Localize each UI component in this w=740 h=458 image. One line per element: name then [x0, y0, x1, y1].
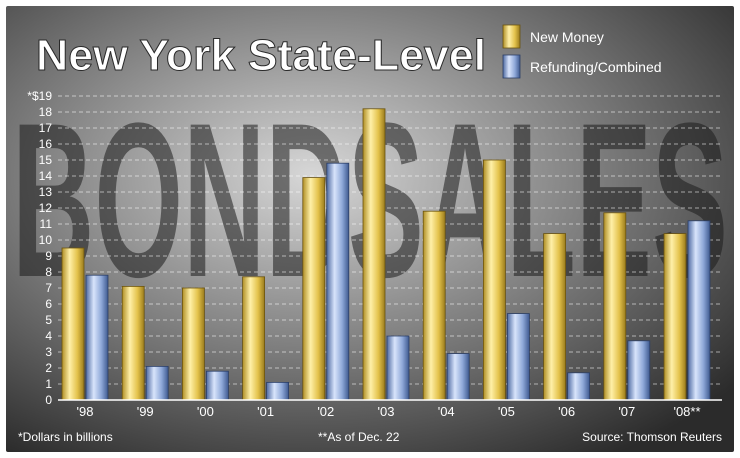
y-tick-label: 13 [39, 185, 53, 199]
x-tick-label: '03 [378, 404, 395, 419]
bar-new-money [422, 210, 446, 401]
bar-refunding-combined [386, 335, 410, 401]
y-tick-label: 12 [39, 201, 53, 215]
bar-new-money [61, 247, 85, 401]
bar-new-money [663, 233, 687, 401]
x-tick-label: '01 [257, 404, 274, 419]
y-tick-label: 18 [39, 105, 53, 119]
y-tick-label: 6 [45, 297, 52, 311]
legend-swatch-new-money [502, 24, 521, 49]
y-tick-label: 4 [45, 329, 52, 343]
y-tick-label: 10 [39, 233, 53, 247]
bar-new-money [121, 285, 145, 401]
legend-swatch-refunding [502, 54, 521, 79]
units-footnote: *Dollars in billions [18, 430, 113, 444]
y-tick-label: 2 [45, 361, 52, 375]
x-tick-label: '08** [673, 404, 700, 419]
x-tick-label: '07 [618, 404, 635, 419]
y-tick-label: 5 [45, 313, 52, 327]
legend: New Money Refunding/Combined [502, 24, 662, 79]
bar-new-money [482, 159, 506, 401]
bar-refunding-combined [446, 353, 470, 401]
bar-refunding-combined [326, 162, 350, 401]
bar-refunding-combined [627, 340, 651, 401]
y-tick-label: 14 [39, 169, 53, 183]
bar-refunding-combined [266, 381, 290, 401]
bar-refunding-combined [567, 372, 590, 401]
y-tick-label: 1 [45, 377, 52, 391]
legend-label-new-money: New Money [530, 29, 604, 45]
x-tick-label: '98 [77, 404, 94, 419]
bar-new-money [543, 233, 566, 401]
bar-refunding-combined [687, 220, 711, 401]
x-tick-label: '05 [498, 404, 515, 419]
y-tick-label: 7 [45, 281, 52, 295]
bar-refunding-combined [506, 313, 530, 401]
x-axis-ticks: '98 '99 '00 '01 '02 '03 '04 '05 '06 '07 '08** [77, 404, 701, 419]
chart-title: New York State-Level [36, 31, 486, 80]
bar-new-money [181, 287, 205, 401]
y-tick-label: *$19 [27, 89, 52, 103]
x-tick-label: '02 [317, 404, 334, 419]
bar-new-money [242, 276, 266, 401]
bar-new-money [362, 108, 386, 401]
x-tick-label: '99 [137, 404, 154, 419]
as-of-footnote: **As of Dec. 22 [318, 430, 400, 444]
x-tick-label: '00 [197, 404, 214, 419]
bar-refunding-combined [145, 365, 169, 401]
bar-refunding-combined [85, 274, 109, 401]
y-tick-label: 16 [39, 137, 53, 151]
y-tick-label: 3 [45, 345, 52, 359]
y-tick-label: 15 [39, 153, 53, 167]
bar-new-money [302, 177, 326, 401]
bars [61, 108, 711, 401]
source-footnote: Source: Thomson Reuters [582, 430, 722, 444]
y-tick-label: 0 [45, 393, 52, 407]
legend-label-refunding: Refunding/Combined [530, 59, 662, 75]
y-tick-label: 11 [40, 217, 53, 231]
y-tick-label: 8 [45, 265, 52, 279]
y-tick-label: 17 [39, 121, 53, 135]
bar-refunding-combined [205, 370, 229, 401]
bar-new-money [603, 212, 627, 401]
y-tick-label: 9 [45, 249, 52, 263]
x-tick-label: '06 [558, 404, 575, 419]
x-tick-label: '04 [438, 404, 455, 419]
